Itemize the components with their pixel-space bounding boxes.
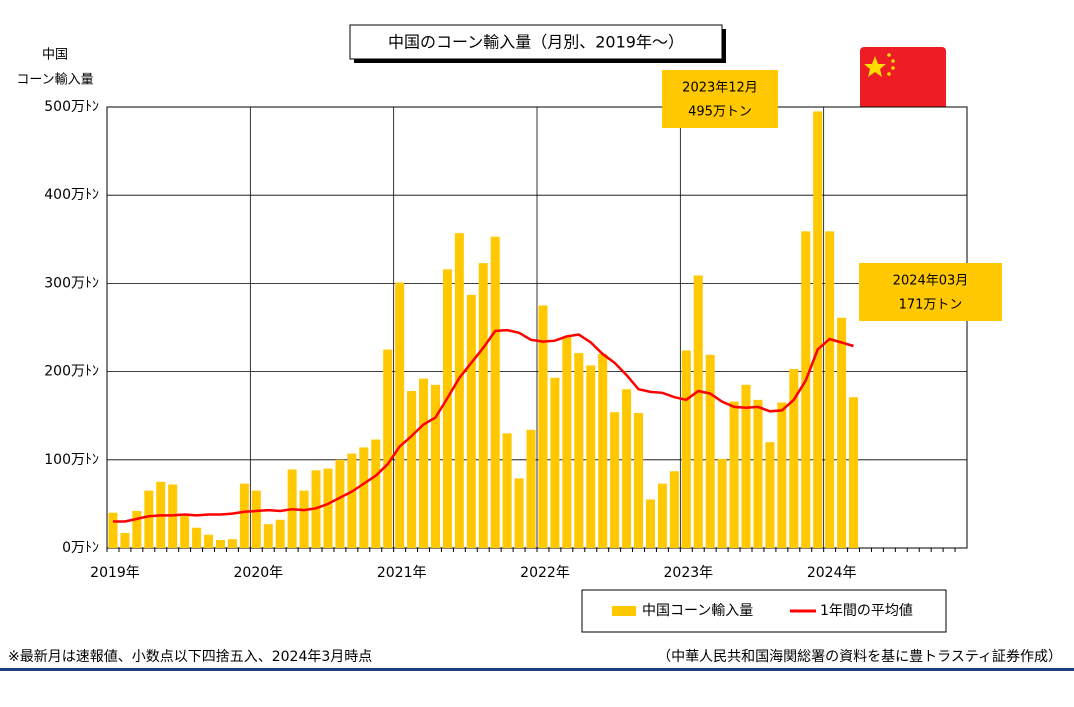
- y-tick-label: 0万ﾄﾝ: [62, 540, 99, 556]
- bar: [478, 263, 488, 548]
- bar: [538, 305, 548, 548]
- bar: [849, 397, 859, 548]
- footer-rule: [0, 668, 1074, 671]
- y-tick-label: 400万ﾄﾝ: [44, 187, 99, 203]
- bar: [419, 378, 429, 548]
- legend-box: [581, 589, 947, 633]
- bar: [395, 282, 405, 548]
- bar: [825, 231, 835, 548]
- footnote: （中華人民共和国海関総署の資料を基に豊トラスティ証券作成）: [657, 648, 1062, 665]
- bar: [634, 413, 644, 548]
- bar: [407, 391, 417, 548]
- bar: [204, 534, 214, 548]
- bar: [777, 402, 787, 548]
- bar: [108, 512, 118, 548]
- bar: [813, 111, 823, 548]
- annotation-text: 495万トン: [688, 105, 752, 120]
- bar: [180, 514, 190, 548]
- legend-swatch: [612, 606, 636, 616]
- legend-label: 1年間の平均値: [820, 603, 913, 619]
- bar: [705, 354, 715, 548]
- bar: [299, 490, 309, 548]
- annotation-box: [859, 263, 1002, 321]
- bar: [681, 350, 691, 548]
- bar: [753, 399, 763, 548]
- bar: [371, 439, 381, 548]
- annotation-box: [662, 70, 778, 128]
- bar: [347, 453, 357, 548]
- bar: [801, 231, 811, 548]
- bar: [466, 294, 476, 548]
- y-axis-label: 中国: [42, 48, 68, 63]
- bar: [598, 353, 608, 548]
- bar: [657, 483, 667, 548]
- bar: [741, 384, 751, 548]
- bar: [430, 384, 440, 548]
- bar: [669, 471, 679, 548]
- bar: [192, 527, 202, 548]
- bar: [514, 478, 524, 548]
- bar: [251, 490, 261, 548]
- bar: [359, 447, 369, 548]
- bar: [562, 336, 572, 548]
- bar: [263, 524, 273, 548]
- bar: [622, 389, 632, 548]
- x-tick-label: 2022年: [520, 565, 570, 581]
- bar: [383, 349, 393, 548]
- legend-label: 中国コーン輸入量: [642, 603, 753, 619]
- bar: [610, 412, 620, 548]
- bar: [586, 365, 596, 548]
- bar: [526, 429, 536, 548]
- bar: [574, 353, 584, 548]
- bar: [239, 483, 249, 548]
- bar: [550, 377, 560, 548]
- line: [113, 328, 854, 523]
- bar: [454, 233, 464, 548]
- bar: [765, 442, 775, 548]
- y-tick-label: 100万ﾄﾝ: [44, 452, 99, 468]
- bar: [717, 458, 727, 548]
- title-box: [349, 24, 723, 60]
- x-tick-label: 2021年: [377, 565, 427, 581]
- bar: [789, 368, 799, 548]
- bar: [120, 533, 130, 548]
- y-tick-label: 200万ﾄﾝ: [44, 364, 99, 380]
- x-tick-label: 2020年: [234, 565, 284, 581]
- bar: [215, 540, 225, 548]
- bar: [645, 499, 655, 548]
- x-tick-label: 2019年: [90, 565, 140, 581]
- bar: [323, 468, 333, 548]
- bar: [837, 317, 847, 548]
- annotation-text: 2024年03月: [893, 274, 969, 289]
- annotation-text: 2023年12月: [682, 81, 758, 96]
- bar: [275, 519, 285, 548]
- x-tick-label: 2024年: [807, 565, 857, 581]
- bar: [490, 236, 500, 549]
- bar: [227, 539, 237, 548]
- chart-title: 中国のコーン輸入量（月別、2019年～）: [388, 33, 684, 52]
- bar: [442, 269, 452, 548]
- footnote: ※最新月は速報値、小数点以下四捨五入、2024年3月時点: [8, 648, 372, 665]
- annotation-text: 171万トン: [899, 298, 963, 313]
- bar: [335, 459, 345, 548]
- bar: [729, 401, 739, 548]
- bar: [132, 510, 142, 548]
- bar: [693, 275, 703, 548]
- bar: [502, 433, 512, 548]
- bar: [144, 490, 154, 548]
- y-tick-label: 500万ﾄﾝ: [44, 99, 99, 115]
- x-tick-label: 2023年: [664, 565, 714, 581]
- y-tick-label: 300万ﾄﾝ: [44, 275, 99, 291]
- y-axis-label: コーン輸入量: [16, 73, 93, 88]
